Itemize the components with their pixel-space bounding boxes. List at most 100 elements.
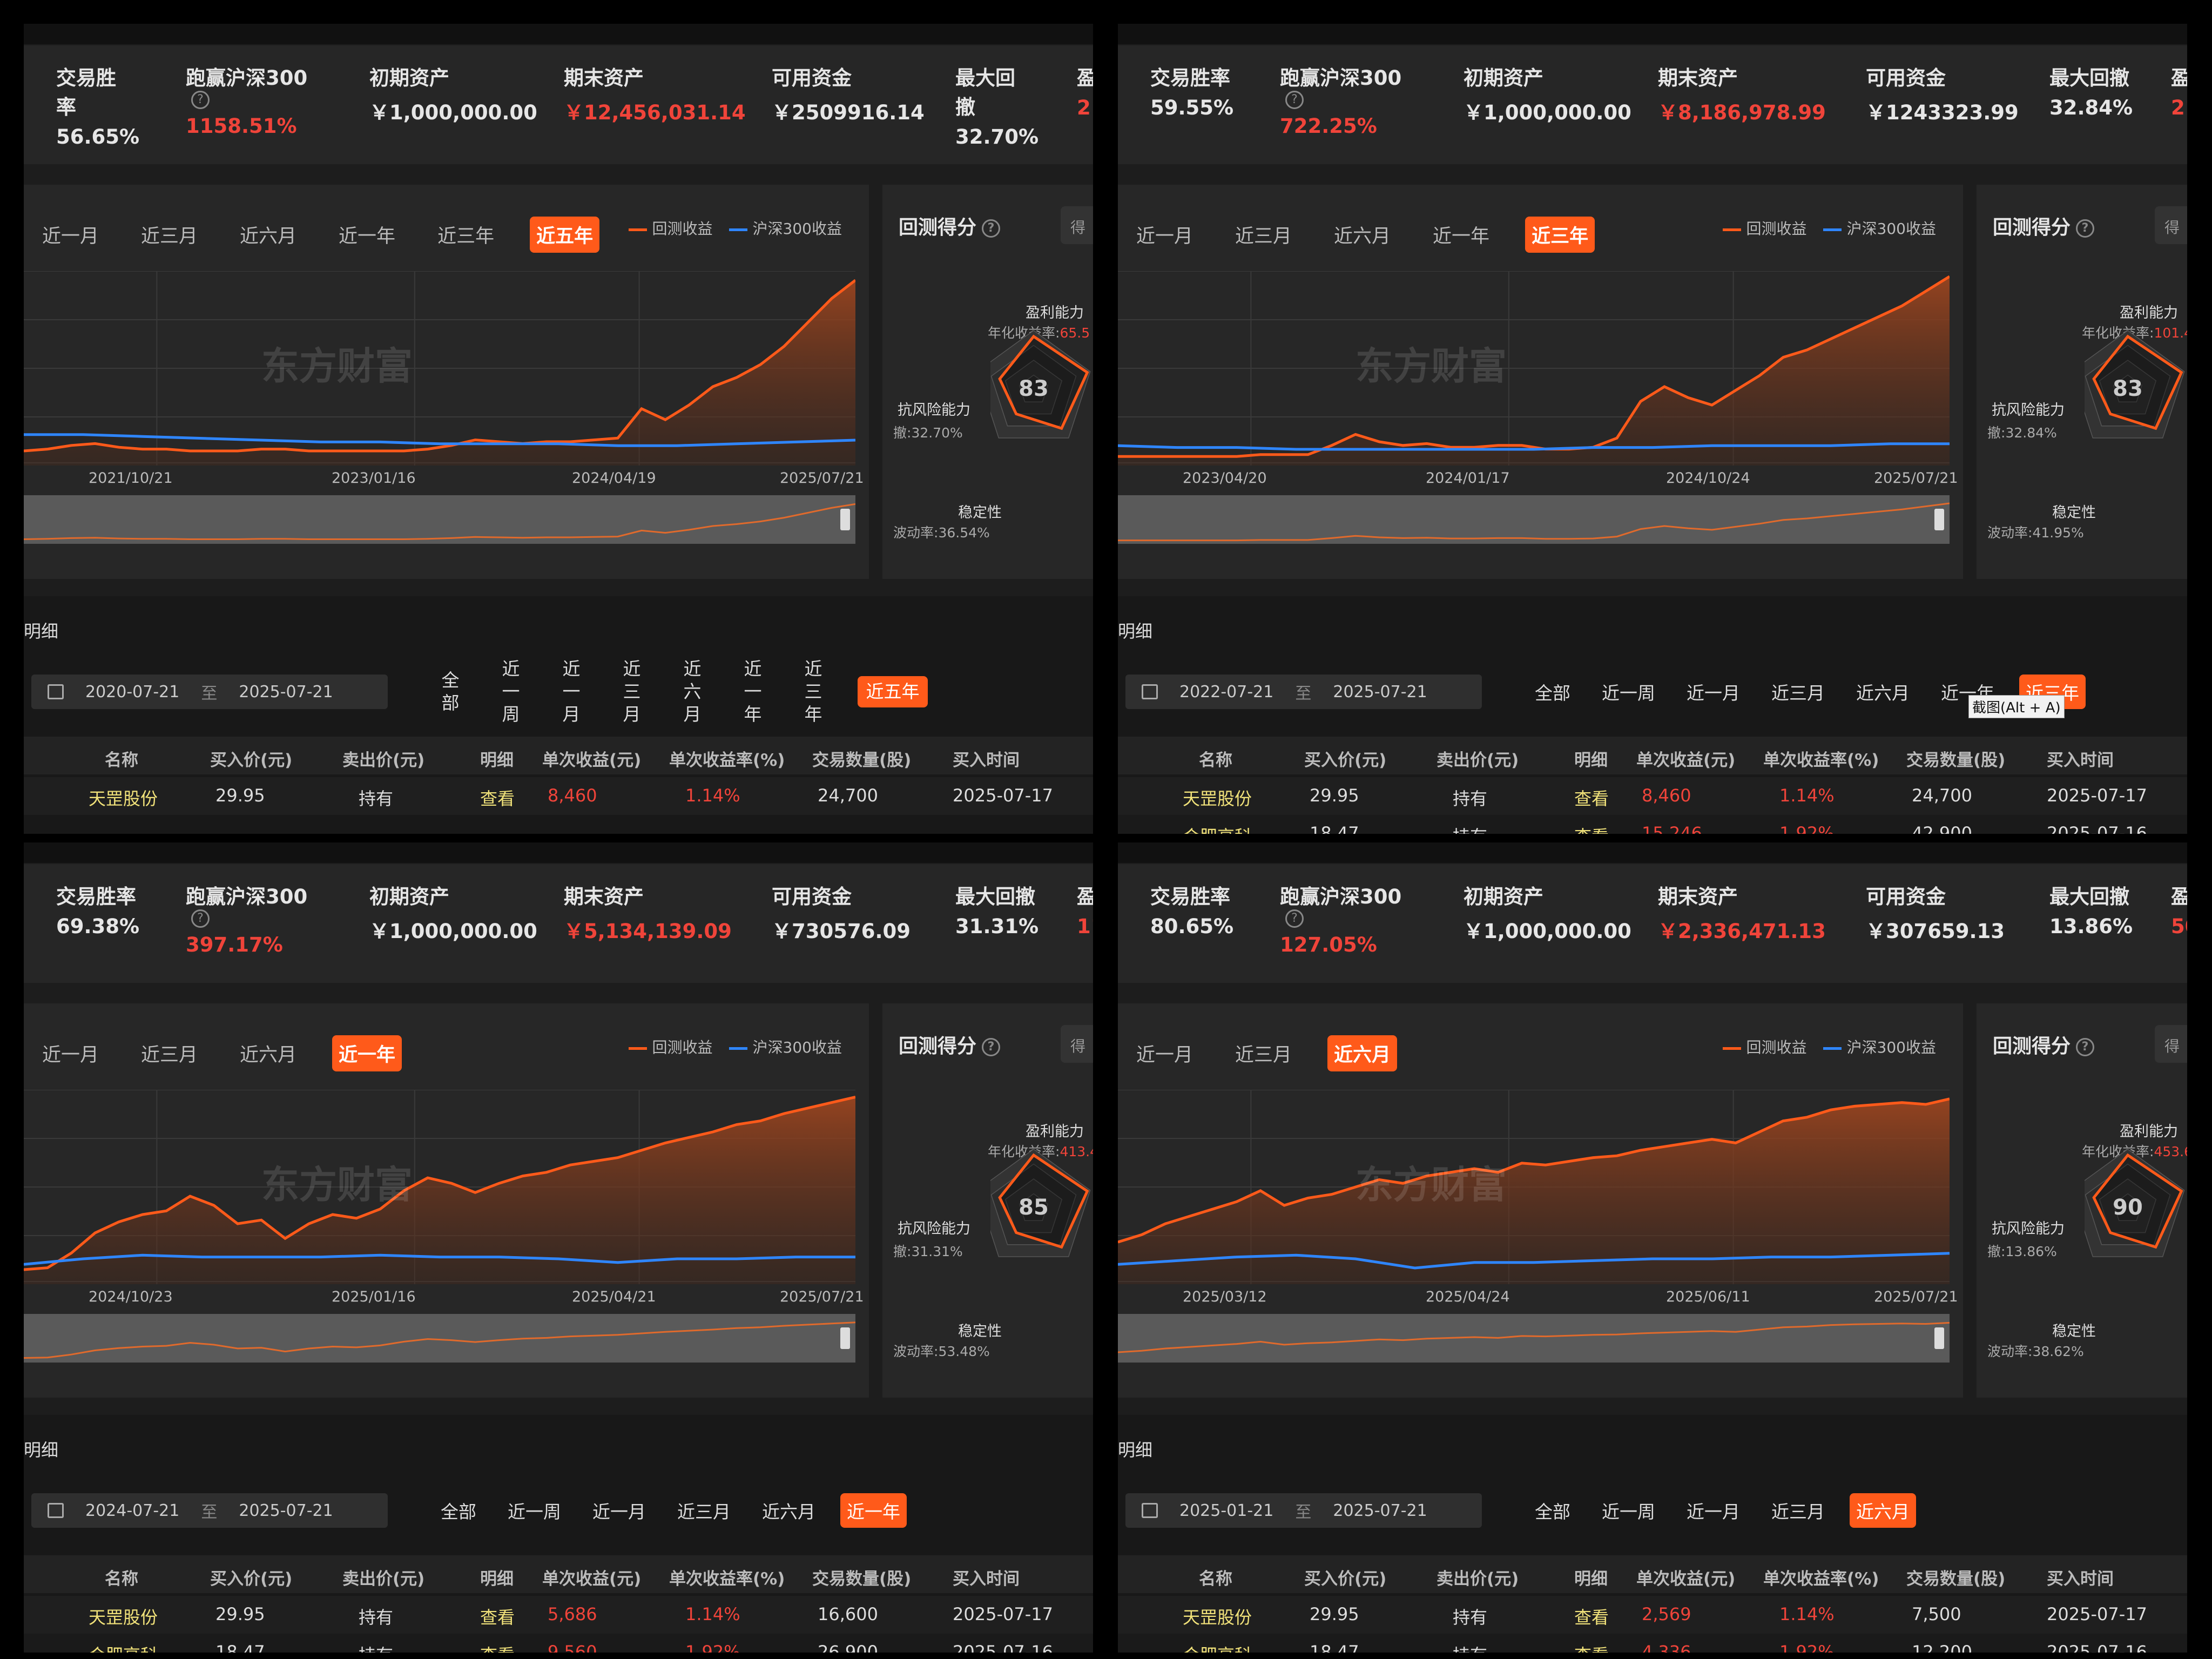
tab-2[interactable]: 近六月	[1334, 225, 1391, 247]
col-header-4[interactable]: 单次收益(元)	[1636, 1569, 1736, 1589]
period-tab-0[interactable]: 全部	[441, 1501, 476, 1522]
col-header-4[interactable]: 单次收益(元)	[542, 1569, 642, 1589]
col-header-5[interactable]: 单次收益率(%)	[1763, 1569, 1879, 1589]
period-tab-4[interactable]: 近六月	[762, 1501, 815, 1522]
period-tab-6[interactable]: 近三年	[804, 658, 822, 725]
cell-name[interactable]: 天罡股份	[1183, 788, 1252, 809]
col-header-5[interactable]: 单次收益率(%)	[1763, 751, 1879, 770]
period-tab-1[interactable]: 近一周	[1602, 683, 1655, 704]
brush-handle[interactable]	[840, 509, 850, 530]
col-header-2[interactable]: 卖出价(元)	[342, 751, 425, 770]
tab-0[interactable]: 近一月	[1136, 1044, 1193, 1066]
help-icon[interactable]: ?	[1285, 909, 1304, 928]
chart-range-brush[interactable]	[24, 1314, 856, 1363]
score-toggle-button[interactable]: 得	[1061, 206, 1093, 244]
brush-handle[interactable]	[840, 1327, 850, 1349]
period-tab-0[interactable]: 全部	[1535, 683, 1570, 704]
period-tab-3[interactable]: 近三月	[623, 658, 641, 725]
col-header-5[interactable]: 单次收益率(%)	[669, 751, 785, 770]
help-icon[interactable]: ?	[982, 219, 1001, 238]
period-tab-3[interactable]: 近三月	[1771, 1501, 1825, 1522]
tab-0[interactable]: 近一月	[42, 1044, 99, 1066]
period-tab-1[interactable]: 近一周	[1602, 1501, 1655, 1522]
col-header-7[interactable]: 买入时间	[2047, 1569, 2114, 1589]
tab-2[interactable]: 近六月	[240, 1044, 297, 1066]
help-icon[interactable]: ?	[2076, 1038, 2095, 1056]
tab-1[interactable]: 近三月	[1235, 1044, 1292, 1066]
period-tab-1[interactable]: 近一周	[502, 658, 520, 725]
col-header-1[interactable]: 买入价(元)	[210, 1569, 293, 1589]
tab-1[interactable]: 近三月	[141, 1044, 198, 1066]
period-tab-2[interactable]: 近一月	[592, 1501, 646, 1522]
date-range-picker[interactable]: 2025-01-21 至 2025-07-21	[1125, 1493, 1482, 1528]
period-tab-3[interactable]: 近三月	[1771, 683, 1825, 704]
period-tab-5[interactable]: 近一年	[840, 1493, 907, 1528]
help-icon[interactable]: ?	[191, 909, 210, 928]
period-tab-0[interactable]: 全部	[1535, 1501, 1570, 1522]
help-icon[interactable]: ?	[191, 91, 210, 109]
cell-view[interactable]: 查看	[480, 1607, 515, 1628]
period-tab-4[interactable]: 近六月	[1856, 683, 1910, 704]
period-tab-3[interactable]: 近三月	[677, 1501, 731, 1522]
brush-handle[interactable]	[1934, 1327, 1944, 1349]
cell-name[interactable]: 天罡股份	[89, 1607, 158, 1628]
col-header-1[interactable]: 买入价(元)	[210, 751, 293, 770]
chart-range-brush[interactable]	[1118, 495, 1950, 544]
col-header-5[interactable]: 单次收益率(%)	[669, 1569, 785, 1589]
tab-0[interactable]: 近一月	[42, 225, 99, 247]
date-range-picker[interactable]: 2020-07-21 至 2025-07-21	[31, 675, 388, 709]
tab-3[interactable]: 近一年	[1433, 225, 1490, 247]
col-header-2[interactable]: 卖出价(元)	[1437, 1569, 1519, 1589]
tab-1[interactable]: 近三月	[141, 225, 198, 247]
cell-view[interactable]: 查看	[1574, 1607, 1609, 1628]
brush-handle[interactable]	[1934, 509, 1944, 530]
score-toggle-button[interactable]: 得	[2155, 206, 2187, 244]
tab-5[interactable]: 近五年	[530, 216, 600, 253]
cell-view[interactable]: 查看	[1574, 823, 1609, 834]
col-header-2[interactable]: 卖出价(元)	[1437, 751, 1519, 770]
period-tab-7[interactable]: 近五年	[858, 676, 928, 707]
cell-view[interactable]: 查看	[1574, 788, 1609, 809]
help-icon[interactable]: ?	[982, 1038, 1001, 1056]
cell-view[interactable]: 查看	[480, 788, 515, 809]
tab-2[interactable]: 近六月	[240, 225, 297, 247]
date-range-picker[interactable]: 2022-07-21 至 2025-07-21	[1125, 675, 1482, 709]
tab-3[interactable]: 近一年	[332, 1035, 402, 1071]
cell-view[interactable]: 查看	[1574, 1642, 1609, 1653]
col-header-6[interactable]: 交易数量(股)	[812, 751, 912, 770]
tab-2[interactable]: 近六月	[1327, 1035, 1398, 1071]
period-tab-2[interactable]: 近一月	[562, 658, 581, 725]
col-header-4[interactable]: 单次收益(元)	[1636, 751, 1736, 770]
col-header-6[interactable]: 交易数量(股)	[1906, 751, 2006, 770]
period-tab-2[interactable]: 近一月	[1687, 683, 1740, 704]
cell-name[interactable]: 合肥高科	[1183, 1642, 1252, 1653]
tab-4[interactable]: 近三年	[437, 225, 495, 247]
col-header-6[interactable]: 交易数量(股)	[1906, 1569, 2006, 1589]
score-toggle-button[interactable]: 得	[1061, 1025, 1093, 1063]
cell-name[interactable]: 合肥高科	[1183, 823, 1252, 834]
score-toggle-button[interactable]: 得	[2155, 1025, 2187, 1063]
col-header-1[interactable]: 买入价(元)	[1304, 751, 1387, 770]
period-tab-5[interactable]: 近一年	[744, 658, 762, 725]
tab-0[interactable]: 近一月	[1136, 225, 1193, 247]
col-header-2[interactable]: 卖出价(元)	[342, 1569, 425, 1589]
col-header-7[interactable]: 买入时间	[2047, 751, 2114, 770]
tab-4[interactable]: 近三年	[1525, 216, 1595, 253]
cell-view[interactable]: 查看	[480, 1642, 515, 1653]
col-header-7[interactable]: 买入时间	[953, 751, 1020, 770]
tab-3[interactable]: 近一年	[339, 225, 396, 247]
period-tab-4[interactable]: 近六月	[1850, 1493, 1916, 1528]
col-header-6[interactable]: 交易数量(股)	[812, 1569, 912, 1589]
col-header-1[interactable]: 买入价(元)	[1304, 1569, 1387, 1589]
help-icon[interactable]: ?	[1285, 91, 1304, 109]
chart-range-brush[interactable]	[1118, 1314, 1950, 1363]
help-icon[interactable]: ?	[2076, 219, 2095, 238]
chart-range-brush[interactable]	[24, 495, 856, 544]
col-header-4[interactable]: 单次收益(元)	[542, 751, 642, 770]
tab-1[interactable]: 近三月	[1235, 225, 1292, 247]
date-range-picker[interactable]: 2024-07-21 至 2025-07-21	[31, 1493, 388, 1528]
cell-name[interactable]: 天罡股份	[1183, 1607, 1252, 1628]
col-header-7[interactable]: 买入时间	[953, 1569, 1020, 1589]
period-tab-1[interactable]: 近一周	[508, 1501, 561, 1522]
period-tab-2[interactable]: 近一月	[1687, 1501, 1740, 1522]
